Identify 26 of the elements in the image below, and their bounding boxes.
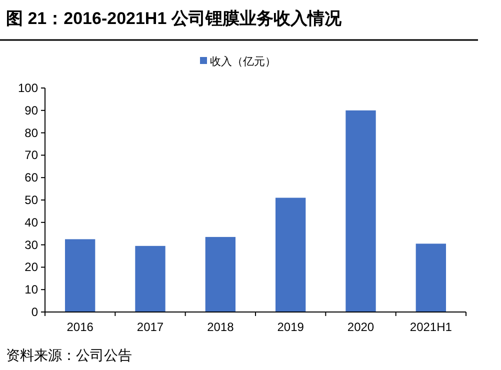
bar: [65, 239, 96, 312]
text: 资料来源：公司公告: [6, 347, 132, 363]
bar: [135, 246, 166, 312]
y-tick-label: 0: [31, 305, 38, 319]
y-tick-label: 80: [24, 126, 38, 140]
x-tick-label: 2017: [136, 320, 164, 334]
x-tick-label: 2018: [207, 320, 234, 334]
y-tick-label: 100: [18, 81, 38, 95]
bar: [205, 236, 236, 312]
bar: [346, 110, 376, 312]
chart-title: 图 21：2016-2021H1 公司锂膜业务收入情况: [6, 9, 342, 28]
y-tick-label: 10: [24, 282, 38, 297]
bar: [416, 244, 446, 312]
x-tick-label: 2020: [347, 320, 374, 334]
bar: [275, 198, 306, 312]
y-tick-label: 20: [24, 260, 38, 274]
y-tick-label: 50: [24, 193, 38, 207]
x-tick-label: 2019: [277, 320, 304, 334]
y-tick-label: 40: [24, 215, 38, 230]
y-tick-label: 60: [24, 170, 38, 185]
y-tick-label: 70: [24, 148, 38, 162]
x-tick-label: 2021H1: [410, 320, 452, 334]
y-tick-label: 30: [24, 238, 38, 252]
legend-label: 收入（亿元）: [210, 55, 276, 68]
y-tick-label: 90: [24, 103, 38, 118]
x-tick-label: 2016: [66, 320, 94, 334]
